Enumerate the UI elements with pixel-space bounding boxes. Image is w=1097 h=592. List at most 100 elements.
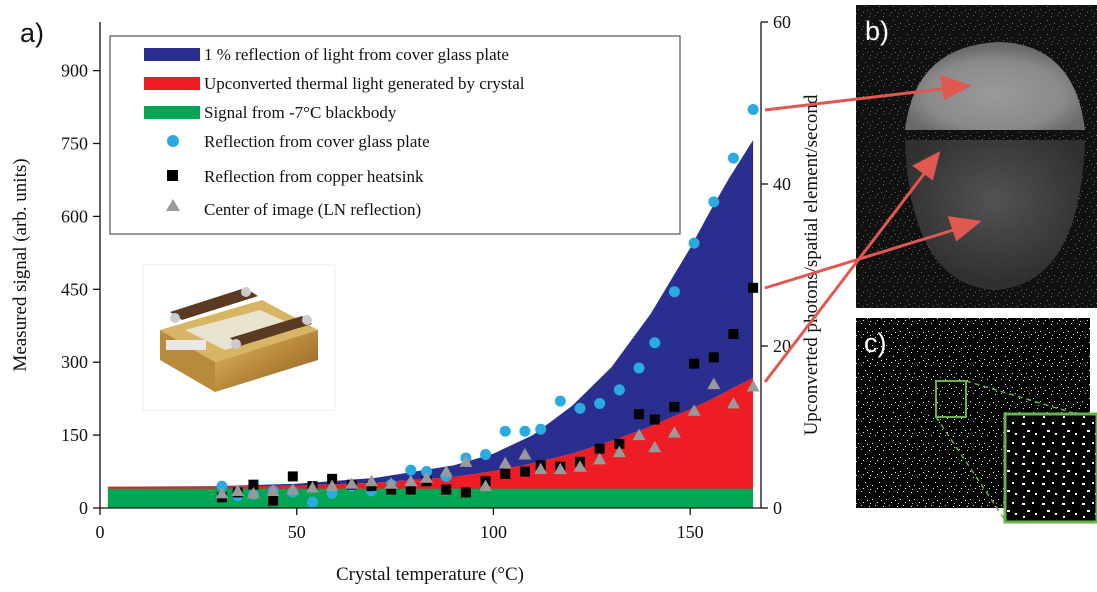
band-0 [107,140,754,487]
panel-label-c: c) [864,328,887,358]
legend-marker-circle [167,135,179,147]
point-square-1-9 [386,484,397,495]
point-triangle-2-14 [479,479,493,492]
x-tick-label-150: 150 [677,522,704,542]
point-circle-0-20 [594,398,606,410]
point-square-1-16 [519,466,530,477]
panel-c-image: c) [856,318,1097,524]
y2-tick-label-0: 0 [773,498,782,518]
point-triangle-2-22 [632,428,646,441]
point-triangle-2-19 [573,460,587,472]
point-circle-0-25 [688,237,700,249]
point-triangle-2-0 [215,486,229,499]
y2-axis-title: Upconverted photons/spatial element/seco… [801,94,822,435]
point-triangle-2-26 [707,377,721,390]
y-tick-label-0: 0 [79,498,88,518]
arrows [763,74,982,383]
x-tick-label-0: 0 [96,522,105,542]
point-triangle-2-10 [404,474,418,487]
legend-label-gray: Center of image (LN reflection) [204,200,421,219]
point-triangle-2-16 [518,448,532,460]
point-square-1-27 [728,329,739,340]
point-triangle-2-4 [286,483,300,495]
y-tick-label-600: 600 [61,206,88,226]
point-triangle-2-17 [534,462,548,475]
point-circle-0-14 [480,449,492,461]
point-square-1-10 [405,484,416,495]
ticks-layer: 0 50 100 150 0 150 300 450 600 750 900 0 20 40 60 [61,12,791,542]
band-1 [107,377,754,489]
legend-swatch-green [144,106,200,119]
y2-tick-label-60: 60 [773,12,791,32]
point-triangle-2-21 [612,445,626,458]
point-triangle-2-2 [246,486,260,499]
points-layer [215,103,760,508]
point-triangle-2-15 [498,456,512,469]
point-square-1-22 [634,409,645,420]
point-triangle-2-7 [345,477,359,489]
point-circle-0-5 [306,496,318,508]
point-circle-0-28 [747,103,759,115]
point-circle-0-16 [519,425,531,437]
point-square-1-15 [500,468,511,479]
y2-tick-label-20: 20 [773,336,791,356]
point-square-1-24 [669,401,680,412]
point-circle-0-26 [708,196,720,208]
point-square-1-21 [614,438,625,449]
point-square-1-23 [649,414,660,425]
legend: 1 % reflection of light from cover glass… [109,35,681,235]
x-axis-title: Crystal temperature (°C) [336,564,524,585]
point-circle-0-17 [535,423,547,435]
legend-swatch-blue [144,48,200,61]
point-triangle-2-12 [439,465,453,477]
point-circle-0-19 [574,402,586,414]
y-tick-label-750: 750 [61,134,88,154]
point-triangle-2-3 [266,484,280,496]
y-tick-label-900: 900 [61,61,88,81]
y2-tick-label-40: 40 [773,174,791,194]
point-circle-0-15 [499,425,511,437]
panel-label-b: b) [865,16,889,46]
legend-label-cyan: Reflection from cover glass plate [204,132,430,151]
legend-label-red: Upconverted thermal light generated by c… [204,74,525,93]
x-tick-label-100: 100 [480,522,507,542]
point-circle-0-22 [633,362,645,374]
point-square-1-2 [248,479,259,490]
point-triangle-2-28 [746,380,760,392]
point-triangle-2-5 [305,481,319,493]
point-triangle-2-20 [593,452,607,465]
point-triangle-2-23 [648,440,662,453]
legend-label-black: Reflection from copper heatsink [204,167,424,186]
y-tick-label-150: 150 [61,425,88,445]
point-circle-0-0 [216,480,228,492]
point-square-1-3 [268,495,279,506]
point-circle-0-23 [649,337,661,349]
point-triangle-2-25 [687,404,701,416]
point-square-1-26 [708,352,719,363]
point-triangle-2-11 [420,471,434,483]
point-triangle-2-9 [384,477,398,489]
legend-swatch-red [144,77,200,90]
point-square-1-25 [689,358,700,369]
legend-marker-triangle [166,199,180,211]
y-tick-label-300: 300 [61,352,88,372]
point-circle-0-10 [405,464,417,476]
legend-label-blue: 1 % reflection of light from cover glass… [204,45,509,64]
point-triangle-2-8 [364,474,378,487]
y-tick-label-450: 450 [61,279,88,299]
point-square-1-12 [441,484,452,495]
point-square-1-4 [287,471,298,482]
panel-label-a: a) [20,18,44,48]
point-circle-0-18 [554,395,566,407]
x-tick-label-50: 50 [288,522,306,542]
point-triangle-2-6 [325,479,339,492]
point-triangle-2-18 [553,462,567,475]
point-circle-0-27 [727,152,739,164]
y-axis-title: Measured signal (arb. units) [10,158,31,371]
point-triangle-2-27 [726,397,740,409]
legend-marker-square [167,170,178,181]
crystal-holder-photo [142,264,336,411]
point-square-1-6 [327,473,338,484]
axes [99,22,762,509]
